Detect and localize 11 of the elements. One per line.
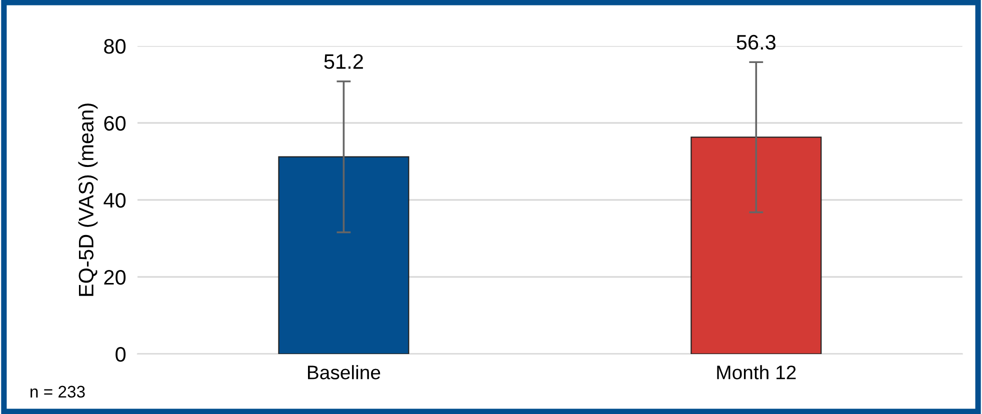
y-tick-label: 80: [104, 38, 126, 54]
y-tick-label: 0: [116, 346, 126, 362]
y-tick-label: 40: [104, 192, 126, 208]
y-axis-title: EQ-5D (VAS) (mean): [78, 104, 98, 296]
x-tick-label: Month 12: [717, 365, 796, 380]
annotation: 51.2: [324, 54, 363, 69]
text: n = 233: [30, 386, 85, 398]
annotation: 56.3: [736, 34, 776, 50]
x-tick-label: Baseline: [308, 365, 380, 380]
y-tick-label: 20: [104, 270, 126, 285]
y-tick-label: 60: [104, 116, 126, 131]
